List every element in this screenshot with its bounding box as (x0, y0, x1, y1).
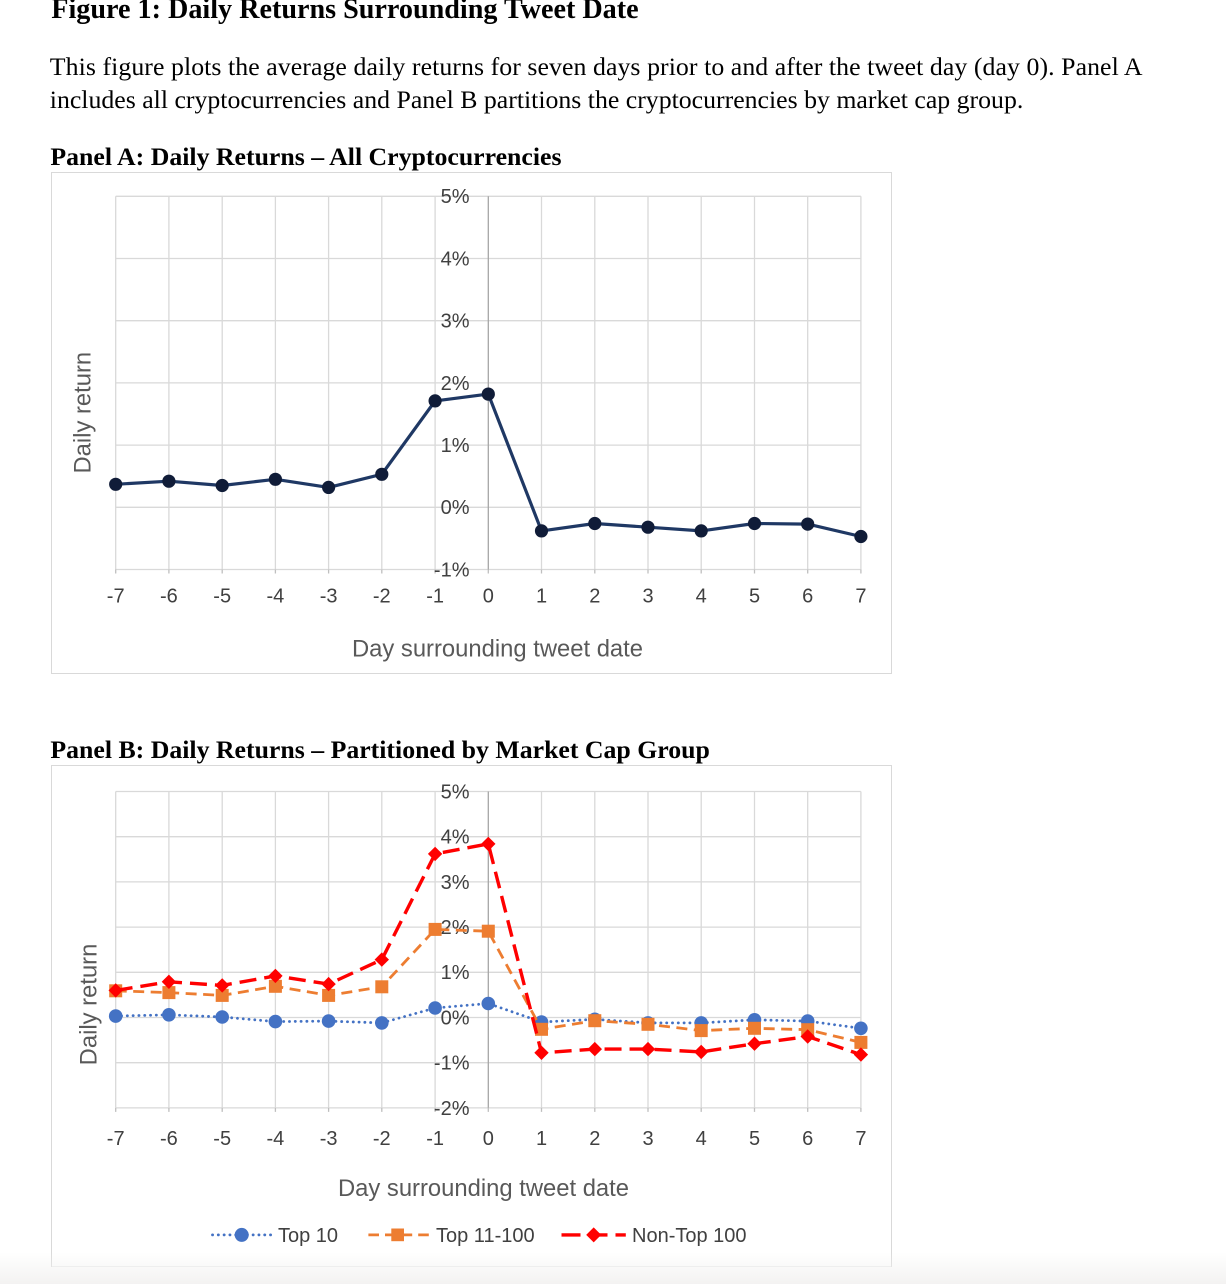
svg-text:-5: -5 (213, 586, 231, 608)
svg-text:-1%: -1% (434, 1052, 470, 1074)
svg-text:-3: -3 (320, 1128, 338, 1150)
svg-text:5%: 5% (441, 186, 470, 208)
svg-text:Top 11-100: Top 11-100 (436, 1224, 535, 1246)
svg-text:2: 2 (589, 586, 600, 608)
svg-text:4%: 4% (441, 248, 470, 270)
svg-text:-1: -1 (426, 586, 444, 608)
svg-text:-6: -6 (160, 586, 178, 608)
svg-text:3: 3 (642, 586, 653, 608)
svg-text:6: 6 (802, 1128, 813, 1150)
svg-text:1%: 1% (441, 435, 470, 457)
svg-text:5%: 5% (441, 781, 470, 803)
svg-text:-5: -5 (213, 1128, 231, 1150)
svg-text:5: 5 (749, 586, 760, 608)
svg-text:-7: -7 (107, 586, 125, 608)
svg-text:4: 4 (696, 586, 707, 608)
svg-text:-2%: -2% (434, 1097, 470, 1119)
svg-text:4: 4 (696, 1128, 707, 1150)
svg-text:7: 7 (855, 586, 866, 608)
svg-text:2: 2 (589, 1128, 600, 1150)
svg-text:3%: 3% (441, 311, 470, 333)
svg-text:Daily return: Daily return (70, 352, 97, 474)
svg-text:3: 3 (642, 1128, 653, 1150)
svg-text:0%: 0% (441, 497, 470, 519)
svg-text:Daily return: Daily return (75, 943, 102, 1065)
svg-text:2%: 2% (441, 917, 470, 939)
svg-text:-4: -4 (267, 586, 285, 608)
svg-text:1: 1 (536, 586, 547, 608)
svg-text:-4: -4 (267, 1128, 285, 1150)
svg-text:Non-Top 100: Non-Top 100 (632, 1224, 747, 1246)
svg-text:-7: -7 (107, 1128, 125, 1150)
svg-text:2%: 2% (441, 373, 470, 395)
svg-text:1: 1 (536, 1128, 547, 1150)
svg-text:7: 7 (855, 1128, 866, 1150)
svg-text:-2: -2 (373, 1128, 391, 1150)
svg-text:-6: -6 (160, 1128, 178, 1150)
svg-text:Day surrounding tweet date: Day surrounding tweet date (352, 636, 643, 663)
svg-text:-2: -2 (373, 586, 391, 608)
svg-text:Top 10: Top 10 (278, 1224, 338, 1246)
svg-text:6: 6 (802, 586, 813, 608)
svg-text:-1: -1 (426, 1128, 444, 1150)
svg-text:0: 0 (483, 1128, 494, 1150)
svg-text:Day surrounding tweet date: Day surrounding tweet date (338, 1175, 629, 1202)
svg-text:3%: 3% (441, 871, 470, 893)
svg-text:4%: 4% (441, 826, 470, 848)
svg-text:-3: -3 (320, 586, 338, 608)
svg-text:-1%: -1% (434, 559, 470, 581)
svg-text:0%: 0% (441, 1007, 470, 1029)
svg-text:1%: 1% (441, 962, 470, 984)
svg-text:5: 5 (749, 1128, 760, 1150)
svg-text:0: 0 (483, 586, 494, 608)
